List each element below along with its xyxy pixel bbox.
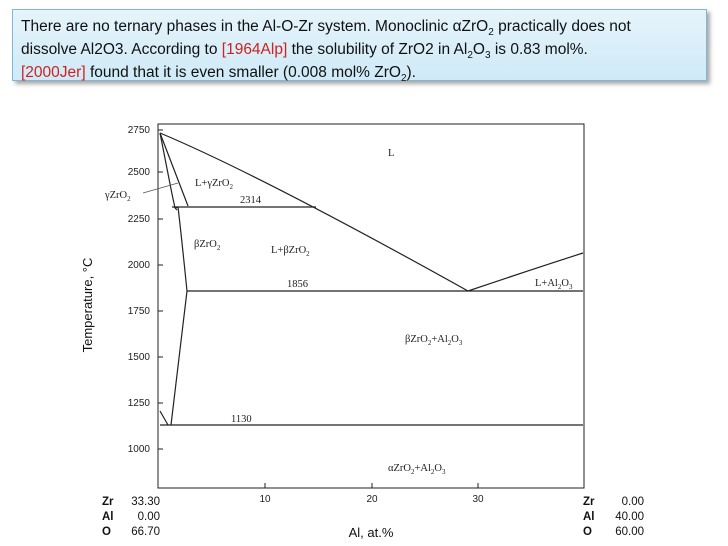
left-low-boundary — [159, 410, 169, 426]
corner-element: Al — [583, 511, 595, 523]
y-tick-label: 1250 — [128, 398, 151, 409]
callout-text: There are no ternary phases in the Al-O-… — [21, 18, 489, 35]
reference-link-1964alp[interactable]: [1964Alp] — [221, 41, 288, 58]
solidus-gamma — [159, 132, 176, 209]
region-alpha-al2o3: αZrO2+Al2O3 — [388, 463, 446, 476]
callout-line-1: There are no ternary phases in the Al-O-… — [21, 15, 698, 38]
right-corner-composition: Zr 0.00 Al 40.00 O 60.00 — [583, 496, 644, 538]
callout-text: ). — [406, 64, 416, 81]
corner-element: O — [102, 526, 111, 538]
corner-value: 60.00 — [615, 526, 644, 538]
corner-element: Zr — [583, 496, 595, 508]
callout-text: the solubility of ZrO2 in Al — [287, 41, 468, 58]
corner-element: Al — [102, 511, 114, 523]
corner-element: O — [583, 526, 592, 538]
y-tick-label: 1750 — [128, 306, 151, 317]
y-axis-label: Temperature, °C — [80, 258, 95, 353]
callout-subscript: 2 — [400, 73, 407, 85]
liquidus-zro2 — [159, 132, 469, 292]
info-callout: There are no ternary phases in the Al-O-… — [12, 9, 707, 84]
callout-text: practically does not — [493, 18, 631, 35]
x-tick-label: 10 — [259, 494, 271, 505]
isotherm-label-2314: 2314 — [240, 195, 262, 206]
isotherm-label-1856: 1856 — [287, 279, 308, 290]
left-corner-composition: Zr 33.30 Al 0.00 O 66.70 — [102, 496, 160, 538]
region-beta: βZrO2 — [194, 239, 221, 252]
liquidus-gamma-boundary — [159, 132, 189, 207]
x-tick-label: 30 — [472, 494, 484, 505]
phase-boundaries — [159, 132, 584, 426]
callout-text: found that it is even smaller (0.008 mol… — [85, 64, 401, 81]
x-axis-label: Al, at.% — [349, 525, 394, 540]
region-liquid: L — [388, 148, 394, 159]
region-l-al2o3: L+Al2O3 — [535, 278, 573, 291]
isotherm-lines — [160, 206, 583, 426]
y-tick-label: 1000 — [128, 444, 151, 455]
region-l-beta: L+βZrO2 — [271, 245, 310, 258]
corner-value: 66.70 — [131, 526, 160, 538]
gamma-leader-line — [142, 182, 179, 194]
region-l-gamma: L+γZrO2 — [195, 178, 233, 191]
corner-value: 0.00 — [622, 496, 644, 508]
gamma-corner — [174, 207, 178, 211]
region-gamma: γZrO2 — [104, 190, 131, 203]
corner-value: 33.30 — [131, 496, 160, 508]
y-tick-label: 2500 — [128, 167, 151, 178]
callout-subscript: 2 — [467, 50, 473, 62]
plot-frame — [157, 123, 585, 489]
reference-link-2000jer[interactable]: [2000Jer] — [21, 64, 86, 81]
y-tick-label: 1500 — [128, 352, 151, 363]
callout-subscript: 2 — [488, 27, 494, 39]
callout-text: O — [472, 41, 485, 58]
y-tick-label: 2750 — [128, 125, 151, 136]
callout-text: dissolve Al2O3. According to — [21, 41, 222, 58]
region-beta-al2o3: βZrO2+Al2O3 — [405, 334, 463, 347]
x-tick-label: 20 — [366, 494, 378, 505]
corner-element: Zr — [102, 496, 114, 508]
liquidus-al2o3 — [467, 252, 584, 292]
callout-line-3: [2000Jer] found that it is even smaller … — [21, 61, 698, 84]
callout-subscript: 3 — [484, 50, 491, 62]
y-tick-label: 2250 — [128, 214, 151, 225]
beta-solvus — [170, 206, 188, 426]
callout-text: is 0.83 mol%. — [490, 41, 588, 58]
corner-value: 0.00 — [138, 511, 160, 523]
corner-value: 40.00 — [615, 511, 644, 523]
isotherm-label-1130: 1130 — [231, 414, 252, 425]
y-tick-marks — [158, 129, 479, 488]
y-tick-label: 2000 — [128, 260, 151, 271]
callout-line-2: dissolve Al2O3. According to [1964Alp] t… — [21, 38, 698, 61]
